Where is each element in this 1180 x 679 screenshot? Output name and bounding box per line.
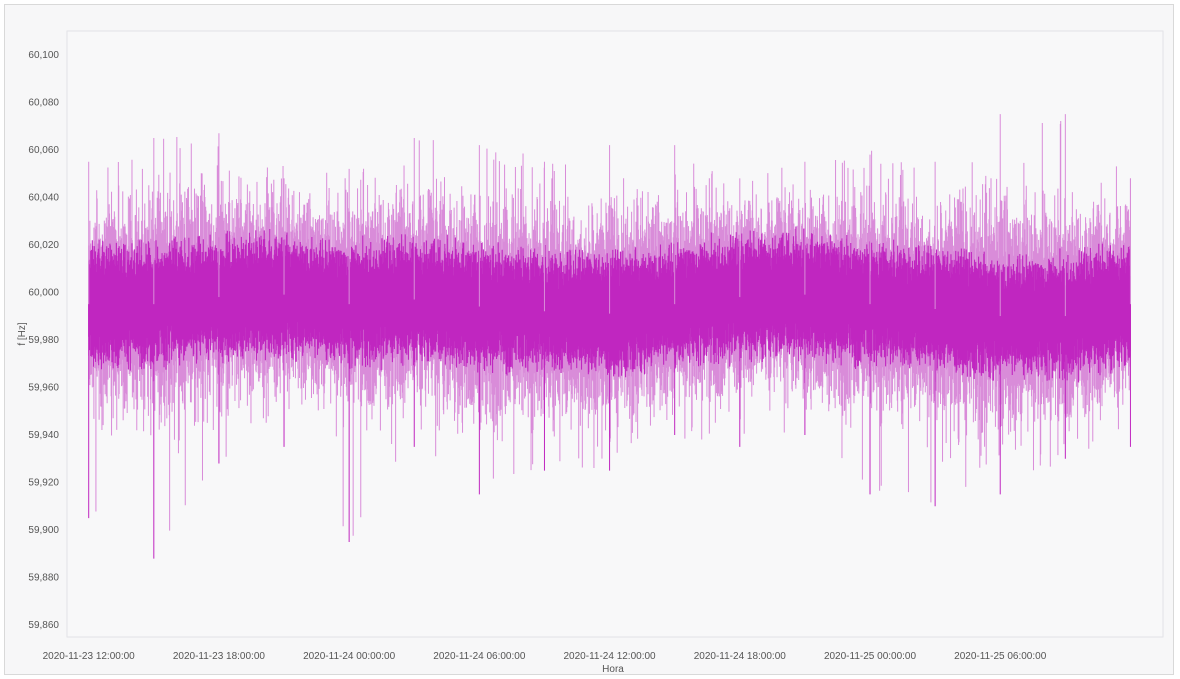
- x-tick-label: 2020-11-23 12:00:00: [43, 651, 136, 662]
- y-tick-label: 60,100: [28, 50, 59, 61]
- y-tick-label: 60,000: [28, 287, 59, 298]
- frequency-chart: 60,100 60,080 60,060 60,040 60,020 60,000 59,9…: [17, 30, 1164, 674]
- x-axis-ticks: 2020-11-23 12:00:00 2020-11-23 18:00:00 20…: [43, 651, 1047, 662]
- y-tick-label: 59,880: [28, 573, 59, 584]
- y-tick-label: 60,020: [28, 240, 59, 251]
- x-tick-label: 2020-11-24 00:00:00: [303, 651, 396, 662]
- y-tick-label: 59,860: [28, 620, 59, 631]
- y-tick-label: 60,060: [28, 145, 59, 156]
- y-axis-title: f [Hz]: [17, 322, 28, 346]
- x-axis-title: Hora: [602, 664, 624, 674]
- x-tick-label: 2020-11-24 06:00:00: [433, 651, 526, 662]
- x-tick-label: 2020-11-25 06:00:00: [954, 651, 1047, 662]
- y-tick-label: 60,040: [28, 192, 59, 203]
- x-tick-label: 2020-11-23 18:00:00: [173, 651, 266, 662]
- x-tick-label: 2020-11-25 00:00:00: [824, 651, 917, 662]
- y-tick-label: 59,940: [28, 430, 59, 441]
- series-layer: [88, 114, 1131, 559]
- y-tick-label: 60,080: [28, 97, 59, 108]
- y-tick-label: 59,960: [28, 382, 59, 393]
- y-tick-label: 59,920: [28, 478, 59, 489]
- y-tick-label: 59,900: [28, 525, 59, 536]
- x-tick-label: 2020-11-24 18:00:00: [694, 651, 787, 662]
- y-tick-label: 59,980: [28, 335, 59, 346]
- chart-frame: 60,100 60,080 60,060 60,040 60,020 60,000 59,9…: [4, 4, 1174, 675]
- x-tick-label: 2020-11-24 12:00:00: [564, 651, 657, 662]
- y-axis-ticks: 60,100 60,080 60,060 60,040 60,020 60,000 59,9…: [28, 50, 59, 631]
